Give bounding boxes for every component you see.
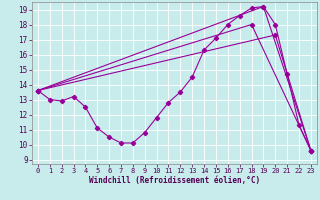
X-axis label: Windchill (Refroidissement éolien,°C): Windchill (Refroidissement éolien,°C): [89, 176, 260, 185]
